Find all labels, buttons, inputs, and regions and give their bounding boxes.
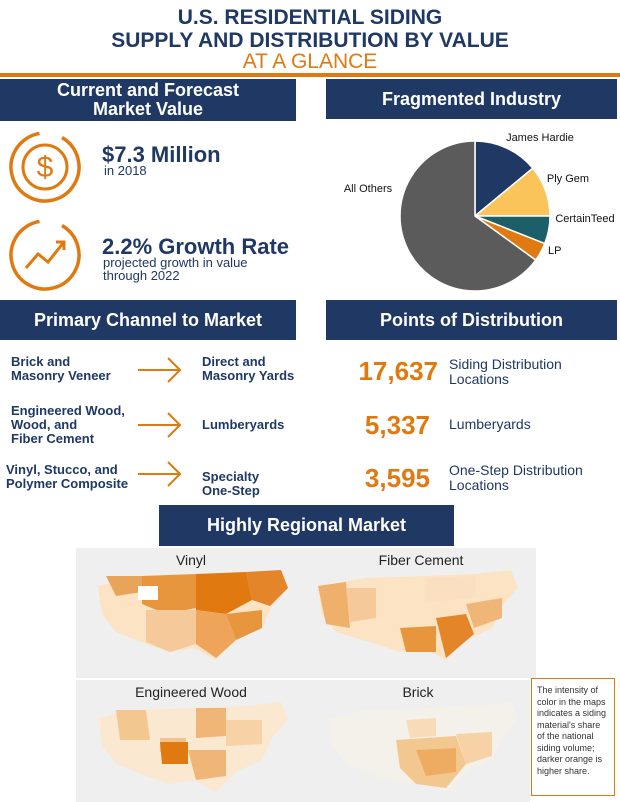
pie-slice-all-others <box>399 140 537 292</box>
pie-label-james-hardie: James Hardie <box>506 132 574 144</box>
us-map-brick <box>328 702 518 792</box>
market-share-pie-chart: James Hardie Ply Gem CertainTeed LP All Othe… <box>344 132 615 292</box>
pie-slice-james-hardie <box>474 140 534 218</box>
us-map-fiber-cement <box>318 570 518 660</box>
map-brick: Brick <box>306 680 530 802</box>
map-vinyl: Vinyl <box>76 548 306 678</box>
market-value-sub: in 2018 <box>104 163 147 178</box>
arrow-right-icon <box>138 461 182 487</box>
title-line-1: U.S. RESIDENTIAL SIDING <box>177 6 443 29</box>
pie-label-ply-gem: Ply Gem <box>547 173 589 185</box>
growth-chart-icon <box>9 219 81 291</box>
market-value-banner: Current and Forecast Market Value <box>0 79 296 121</box>
distribution-label-1-line-1: Siding Distribution <box>449 356 562 372</box>
title-line-3: AT A GLANCE <box>242 50 378 73</box>
distribution-label-1-line-2: Locations <box>449 371 509 387</box>
channel-to-1-line-1: Direct and <box>202 354 266 369</box>
fragmented-industry-banner: Fragmented Industry <box>326 79 617 119</box>
distribution-label-1: Siding Distribution Locations <box>449 357 562 387</box>
arrow-right-icon <box>138 412 182 438</box>
market-value-header-2: Market Value <box>92 99 204 119</box>
channel-from-3-line-2: Polymer Composite <box>6 476 129 491</box>
growth-sub-1: projected growth in value <box>103 255 248 270</box>
channel-from-2-line-3: Fiber Cement <box>11 431 95 446</box>
fragmented-industry-header: Fragmented Industry <box>381 88 562 109</box>
channel-from-2: Engineered Wood, Wood, and Fiber Cement <box>11 404 125 446</box>
channel-to-1: Direct and Masonry Yards <box>202 355 294 383</box>
channel-to-2: Lumberyards <box>202 418 284 432</box>
channel-from-2-line-1: Engineered Wood, <box>11 403 125 418</box>
channel-to-3-line-1: Specialty <box>202 469 260 484</box>
map-legend-note: The intensity of color in the maps indic… <box>531 678 615 796</box>
channel-from-1: Brick and Masonry Veneer <box>11 355 111 383</box>
channel-from-3: Vinyl, Stucco, and Polymer Composite <box>6 463 128 491</box>
channel-from-3-line-1: Vinyl, Stucco, and <box>6 462 118 477</box>
channel-to-2-line-1: Lumberyards <box>202 417 285 432</box>
growth-sub-2: through 2022 <box>103 268 180 283</box>
distribution-number-3: 3,595 <box>364 463 430 493</box>
channel-to-3-line-2: One-Step <box>202 483 260 498</box>
regional-header: Highly Regional Market <box>206 515 407 535</box>
distribution-label-3: One-Step Distribution Locations <box>449 463 583 493</box>
us-map-engineered-wood <box>98 702 288 792</box>
distribution-number-1: 17,637 <box>358 356 438 386</box>
title-line-2: SUPPLY AND DISTRIBUTION BY VALUE <box>111 29 509 52</box>
channel-from-2-line-2: Wood, and <box>11 417 78 432</box>
regional-banner: Highly Regional Market <box>159 505 454 546</box>
market-value: $7.3 Million <box>102 142 221 167</box>
distribution-banner: Points of Distribution <box>326 300 617 340</box>
channel-to-1-line-2: Masonry Yards <box>202 368 295 383</box>
distribution-number-2: 5,337 <box>364 410 430 440</box>
market-value-header-1: Current and Forecast <box>56 80 240 100</box>
distribution-header: Points of Distribution <box>380 309 563 330</box>
map-title-vinyl: Vinyl <box>175 552 207 568</box>
growth-rate: 2.2% Growth Rate <box>102 234 290 259</box>
us-map-vinyl <box>98 570 288 660</box>
map-title-engineered-wood: Engineered Wood <box>135 684 247 700</box>
arrow-right-icon <box>138 357 182 383</box>
dollar-icon: $ <box>9 131 81 203</box>
distribution-label-2: Lumberyards <box>449 416 531 432</box>
distribution-label-3-line-1: One-Step Distribution <box>449 462 583 478</box>
map-title-brick: Brick <box>402 684 434 700</box>
title-divider <box>0 73 620 77</box>
channel-banner: Primary Channel to Market <box>0 300 296 340</box>
channel-from-1-line-1: Brick and <box>11 354 71 369</box>
distribution-label-3-line-2: Locations <box>449 477 509 493</box>
channel-from-1-line-2: Masonry Veneer <box>11 368 111 383</box>
channel-to-3: Specialty One-Step <box>202 470 260 498</box>
map-title-fiber-cement: Fiber Cement <box>378 552 464 568</box>
pie-label-certainteed: CertainTeed <box>555 213 614 225</box>
map-engineered-wood: Engineered Wood <box>76 680 306 802</box>
map-fiber-cement: Fiber Cement <box>306 548 536 678</box>
pie-label-lp: LP <box>548 245 561 257</box>
channel-header: Primary Channel to Market <box>33 309 263 330</box>
svg-text:$: $ <box>37 151 54 184</box>
pie-label-all-others: All Others <box>344 183 393 195</box>
